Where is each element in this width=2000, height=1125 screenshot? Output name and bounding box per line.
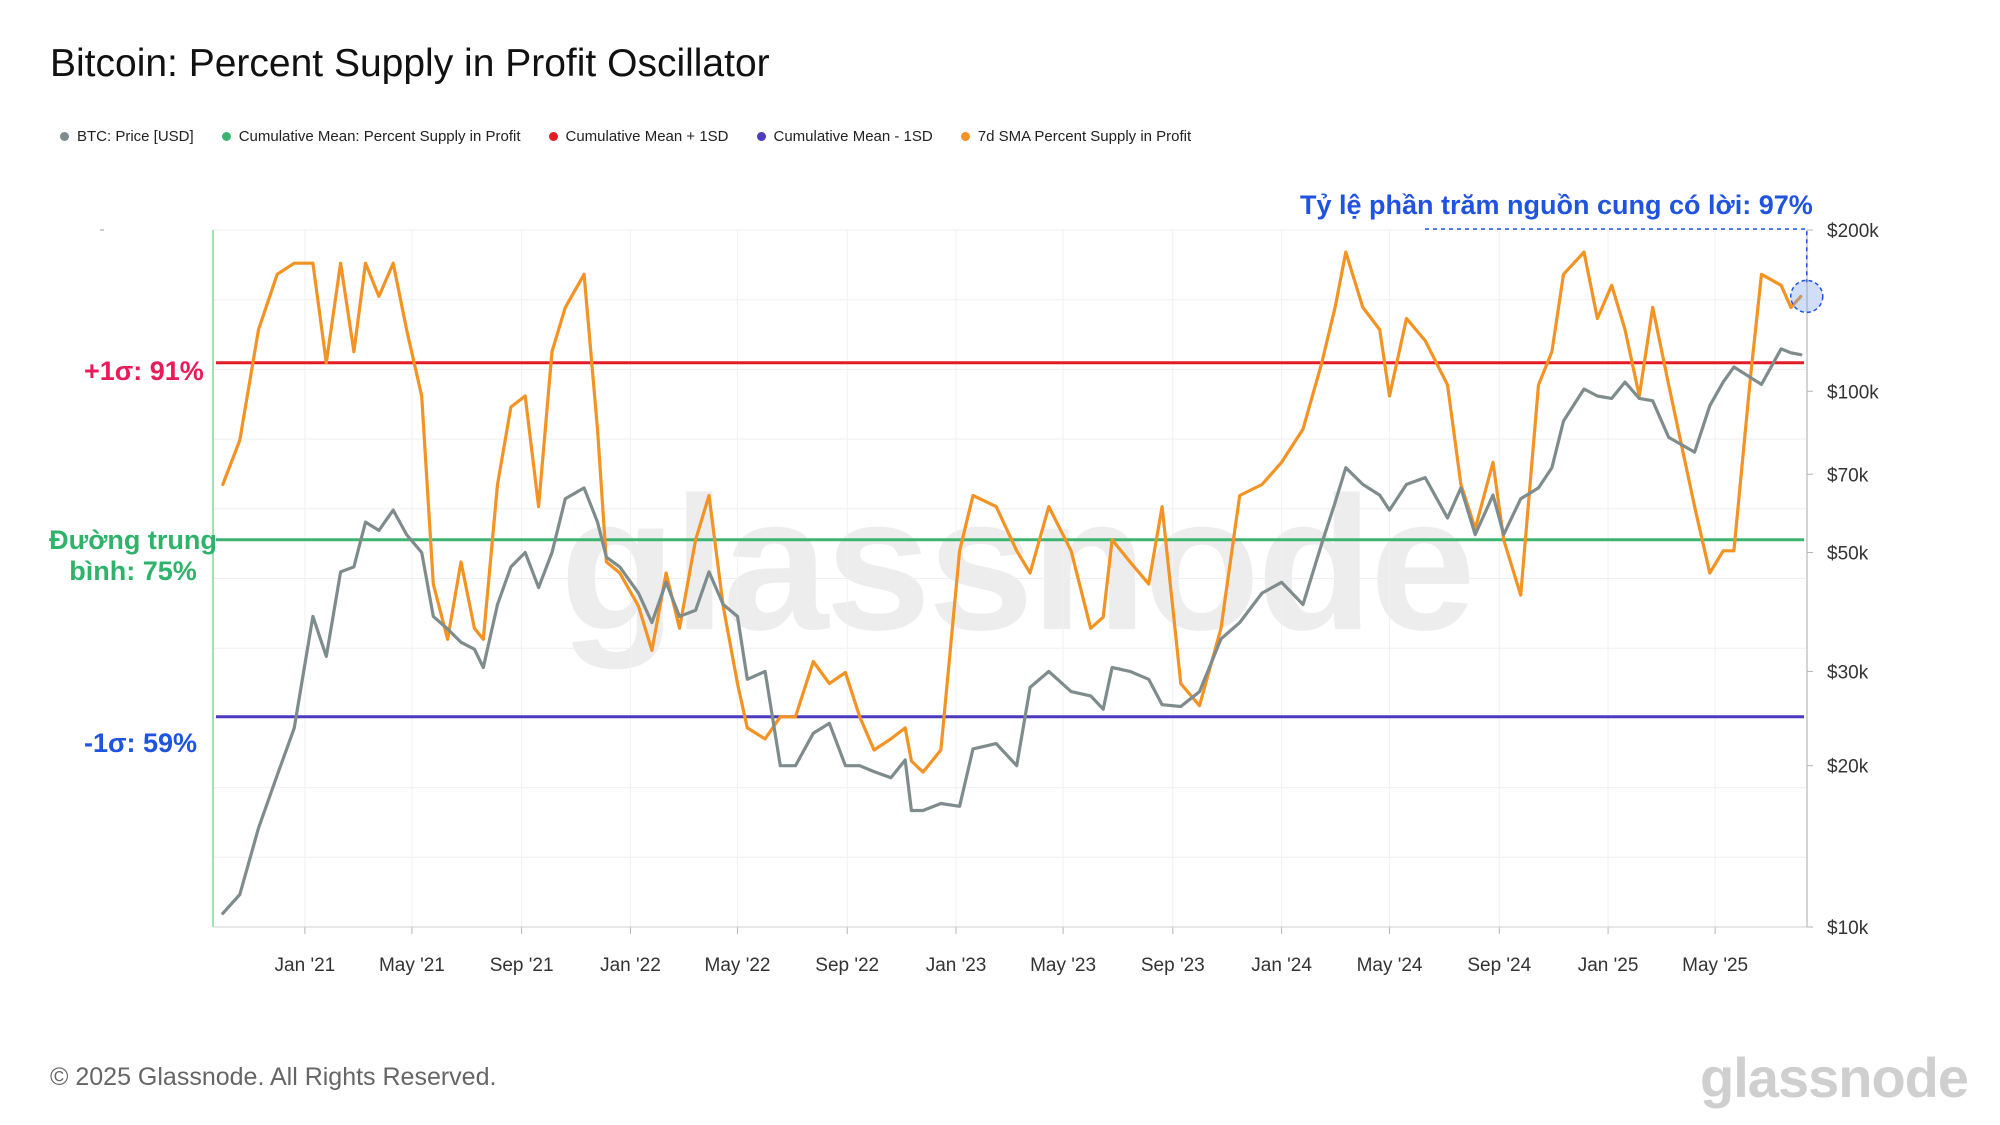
x-tick-label: Jan '23 — [926, 955, 987, 976]
x-tick-label: Sep '21 — [490, 955, 554, 976]
legend-item-mean-minus-1sd[interactable]: Cumulative Mean - 1SD — [756, 128, 933, 145]
current-value-marker — [1425, 228, 1824, 314]
legend-item-cumulative-mean[interactable]: Cumulative Mean: Percent Supply in Profi… — [221, 128, 521, 145]
y-tick-label: $200k — [1827, 221, 1879, 242]
y-tick-label: $30k — [1827, 662, 1869, 683]
x-tick-label: May '24 — [1357, 955, 1423, 976]
x-tick-label: Sep '24 — [1467, 955, 1531, 976]
x-tick-label: Sep '23 — [1141, 955, 1205, 976]
legend-item-btc-price[interactable]: BTC: Price [USD] — [60, 128, 194, 145]
y-tick-label: $70k — [1827, 465, 1869, 486]
y-tick-label: $50k — [1827, 544, 1869, 565]
legend-dot — [756, 132, 766, 141]
legend-label: BTC: Price [USD] — [77, 128, 194, 145]
x-tick-label: May '22 — [705, 955, 771, 976]
legend-item-mean-plus-1sd[interactable]: Cumulative Mean + 1SD — [548, 128, 729, 145]
y-tick-label: $100k — [1827, 382, 1879, 403]
annotation-current-value: Tỷ lệ phần trăm nguồn cung có lời: 97% — [1300, 190, 1813, 220]
x-tick-label: Jan '22 — [600, 955, 661, 976]
current-value-highlight — [1790, 279, 1824, 314]
series-lines — [221, 250, 1803, 916]
tick-labels: Jan '21 May '21 Sep '21 Jan '22 May '22 Sep '… — [275, 221, 1880, 976]
legend-label: 7d SMA Percent Supply in Profit — [977, 128, 1192, 145]
series-line-percent-supply-in-profit — [221, 250, 1803, 774]
glassnode-logo: glassnode — [1700, 1046, 1969, 1109]
grid-lines — [213, 229, 1807, 928]
chart-title: Bitcoin: Percent Supply in Profit Oscill… — [50, 42, 770, 85]
annotation-lower-band: -1σ: 59% — [84, 728, 198, 758]
legend-label: Cumulative Mean: Percent Supply in Profi… — [238, 128, 521, 145]
legend-dot — [60, 132, 69, 141]
legend-label: Cumulative Mean + 1SD — [565, 128, 729, 145]
legend-label: Cumulative Mean - 1SD — [773, 128, 933, 145]
axes — [100, 229, 1813, 934]
x-tick-label: May '23 — [1030, 955, 1096, 976]
y-tick-label: $10k — [1827, 918, 1869, 939]
copyright-footer: © 2025 Glassnode. All Rights Reserved. — [50, 1063, 497, 1091]
watermark-background: glassnode — [560, 458, 1476, 670]
legend-dot — [548, 132, 558, 141]
legend-item-7d-sma[interactable]: 7d SMA Percent Supply in Profit — [960, 128, 1192, 145]
series-line-btc-price — [221, 347, 1803, 916]
x-tick-label: May '25 — [1682, 955, 1748, 976]
x-tick-label: Jan '21 — [275, 955, 336, 976]
x-tick-label: May '21 — [379, 955, 445, 976]
y-tick-label: $20k — [1827, 757, 1869, 778]
legend-dot — [960, 132, 970, 141]
x-tick-label: Jan '24 — [1251, 955, 1312, 976]
leader-line — [1425, 228, 1808, 283]
x-tick-label: Sep '22 — [815, 955, 879, 976]
annotation-upper-band: +1σ: 91% — [84, 356, 204, 386]
annotation-mean: Đường trung bình: 75% — [49, 525, 217, 587]
x-tick-label: Jan '25 — [1578, 955, 1639, 976]
legend-dot — [221, 132, 231, 141]
legend: BTC: Price [USD] Cumulative Mean: Percen… — [60, 128, 1191, 145]
